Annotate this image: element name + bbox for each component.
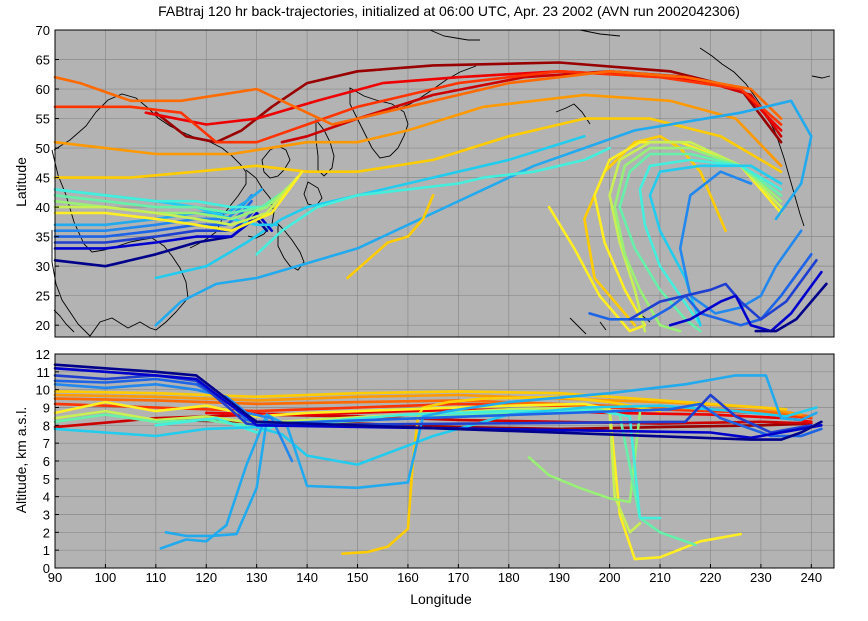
y-tick-label: 9	[43, 401, 50, 416]
trajectory-line	[608, 140, 783, 333]
x-tick-label: 130	[246, 570, 268, 585]
latitude-panel: 20 25 30 35 40 45 50 55 60 65 70 Latitude	[13, 23, 835, 338]
x-tick-label: 90	[48, 570, 62, 585]
trajectory-line	[678, 170, 803, 315]
trajectory-line	[668, 270, 823, 333]
y-tick-label: 1	[43, 543, 50, 558]
x-tick-label: 110	[145, 570, 166, 585]
y-tick-label: 40	[36, 200, 50, 215]
x-tick-label: 120	[195, 570, 217, 585]
y-tick-label: 45	[36, 171, 50, 186]
y-tick-label: 0	[43, 561, 50, 576]
y-tick-label: 20	[36, 318, 50, 333]
trajectory-line	[754, 282, 828, 333]
trajectory-line	[346, 194, 435, 280]
latitude-trajectories	[53, 61, 828, 333]
y-tick-label: 70	[36, 23, 50, 38]
y-tick-label: 2	[43, 525, 50, 540]
y-tick-label: 35	[36, 230, 50, 245]
trajectory-line	[53, 400, 743, 561]
trajectory-line	[154, 135, 586, 280]
x-tick-label: 200	[599, 570, 621, 585]
trajectory-line	[53, 93, 783, 168]
y-tick-label: 11	[37, 365, 51, 380]
x-tick-label: 180	[498, 570, 520, 585]
y-tick-label: 12	[36, 347, 50, 362]
y-tick-label: 7	[43, 436, 50, 451]
trajectory-line	[154, 99, 813, 327]
y-tick-label: 25	[36, 289, 50, 304]
trajectory-line	[527, 411, 642, 504]
y-tick-label: 65	[36, 53, 50, 68]
trajectory-line	[53, 404, 818, 466]
latitude-y-ticks: 20 25 30 35 40 45 50 55 60 65 70	[36, 23, 59, 333]
x-tick-label: 210	[649, 570, 671, 585]
trajectory-line	[53, 70, 783, 126]
trajectory-line	[154, 61, 783, 144]
trajectory-line	[53, 176, 299, 227]
latitude-panel-frame	[54, 29, 835, 338]
longitude-axis-label: Longitude	[410, 591, 472, 607]
trajectory-line	[159, 374, 818, 550]
y-tick-label: 6	[43, 454, 50, 469]
trajectory-line	[53, 366, 823, 440]
x-tick-label: 160	[397, 570, 419, 585]
altitude-trajectories	[53, 363, 823, 561]
y-tick-label: 60	[36, 82, 50, 97]
trajectory-line	[53, 170, 304, 232]
altitude-axis-label: Altitude, km a.s.l.	[13, 407, 29, 514]
y-tick-label: 55	[36, 112, 50, 127]
trajectory-line	[583, 135, 727, 327]
y-tick-label: 50	[36, 141, 50, 156]
x-tick-label: 140	[296, 570, 318, 585]
x-tick-label: 240	[800, 570, 822, 585]
latitude-panel-background	[55, 30, 834, 337]
trajectory-line	[53, 70, 783, 144]
y-tick-label: 10	[36, 383, 50, 398]
trajectory-line	[255, 146, 611, 256]
y-tick-label: 30	[36, 259, 50, 274]
x-tick-label: 220	[700, 570, 722, 585]
trajectory-line	[53, 211, 274, 250]
y-tick-label: 8	[43, 418, 50, 433]
trajectory-line	[53, 117, 783, 179]
trajectory-line	[280, 70, 783, 144]
trajectory-line	[53, 363, 823, 441]
x-tick-label: 150	[347, 570, 369, 585]
y-tick-label: 4	[43, 490, 50, 505]
trajectory-line	[638, 158, 783, 327]
x-tick-label: 100	[95, 570, 117, 585]
y-tick-label: 3	[43, 508, 50, 523]
trajectory-line	[164, 418, 269, 538]
x-tick-label: 230	[750, 570, 772, 585]
longitude-x-ticks: 90 100 110 120 130 140 150 160 170 180 190 200 210 22…	[48, 564, 822, 585]
trajectory-line	[53, 390, 788, 411]
x-tick-label: 190	[548, 570, 570, 585]
trajectory-line	[53, 188, 289, 215]
chart-title: FABtraj 120 hr back-trajectories, initia…	[158, 3, 740, 19]
x-tick-label: 170	[448, 570, 470, 585]
y-tick-label: 5	[43, 472, 50, 487]
latitude-axis-label: Latitude	[13, 157, 29, 207]
trajectory-line	[628, 258, 818, 321]
trajectory-line	[648, 164, 783, 327]
